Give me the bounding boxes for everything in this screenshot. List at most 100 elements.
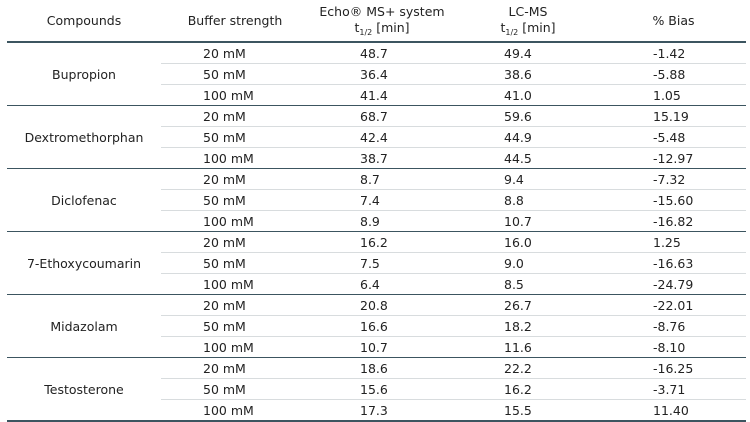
results-table: Compounds Buffer strength Echo® MS+ syst… — [7, 0, 746, 422]
lcms-half-life-cell: 9.0 — [455, 252, 601, 274]
table-row: Bupropion 20 mM 48.7 49.4 -1.42 — [7, 42, 746, 106]
buffer-strength-cell: 100 mM — [161, 147, 309, 169]
header-lcms-unit: [min] — [518, 19, 556, 35]
lcms-half-life-cell: 44.9 — [455, 126, 601, 148]
header-buffer-strength: Buffer strength — [161, 0, 309, 43]
buffer-strength-cell: 50 mM — [161, 189, 309, 211]
echo-half-life-cell: 8.9 — [309, 210, 455, 232]
buffer-strength-cell: 50 mM — [161, 315, 309, 337]
echo-half-life-cell: 8.7 — [309, 168, 455, 190]
table-row: 50 mM 7.4 8.8 -15.60 — [7, 189, 746, 211]
buffer-strength-cell: 20 mM — [161, 357, 309, 379]
echo-half-life-cell: 20.8 — [309, 294, 455, 316]
buffer-strength-cell: 20 mM — [161, 105, 309, 127]
table-row: Testosterone 20 mM 18.6 22.2 -16.25 — [7, 357, 746, 422]
echo-half-life-cell: 7.5 — [309, 252, 455, 274]
header-compounds: Compounds — [7, 0, 161, 43]
header-lcms-title: LC-MS — [508, 3, 548, 19]
bias-cell: -24.79 — [601, 273, 746, 295]
buffer-strength-cell: 20 mM — [161, 168, 309, 190]
header-lcms-subscript: 1/2 — [505, 27, 519, 37]
echo-half-life-cell: 6.4 — [309, 273, 455, 295]
header-echo-subscript: 1/2 — [359, 27, 373, 37]
compound-name: Bupropion — [7, 42, 161, 106]
table-row: Midazolam 20 mM 20.8 26.7 -22.01 — [7, 294, 746, 358]
bias-cell: -22.01 — [601, 294, 746, 316]
header-echo-t: t — [354, 19, 360, 35]
table-row: Diclofenac 20 mM 8.7 9.4 -7.32 — [7, 168, 746, 232]
buffer-strength-cell: 100 mM — [161, 273, 309, 295]
table-row: 100 mM 10.7 11.6 -8.10 — [7, 336, 746, 358]
lcms-half-life-cell: 41.0 — [455, 84, 601, 106]
compound-name: Midazolam — [7, 294, 161, 358]
lcms-half-life-cell: 16.0 — [455, 231, 601, 253]
bias-cell: -7.32 — [601, 168, 746, 190]
echo-half-life-cell: 42.4 — [309, 126, 455, 148]
table-row: 100 mM 6.4 8.5 -24.79 — [7, 273, 746, 295]
table-row: 7-Ethoxycoumarin 20 mM 16.2 16.0 1.25 — [7, 231, 746, 295]
compound-name: 7-Ethoxycoumarin — [7, 231, 161, 295]
lcms-half-life-cell: 26.7 — [455, 294, 601, 316]
table-row: 100 mM 38.7 44.5 -12.97 — [7, 147, 746, 169]
buffer-strength-cell: 50 mM — [161, 252, 309, 274]
table-row: 100 mM 41.4 41.0 1.05 — [7, 84, 746, 106]
bias-cell: -16.82 — [601, 210, 746, 232]
bias-cell: -1.42 — [601, 42, 746, 64]
echo-half-life-cell: 38.7 — [309, 147, 455, 169]
table-row: 50 mM 36.4 38.6 -5.88 — [7, 63, 746, 85]
bias-cell: -8.10 — [601, 336, 746, 358]
compound-name: Diclofenac — [7, 168, 161, 232]
table-row: 50 mM 42.4 44.9 -5.48 — [7, 126, 746, 148]
table-row: 50 mM 7.5 9.0 -16.63 — [7, 252, 746, 274]
echo-half-life-cell: 48.7 — [309, 42, 455, 64]
bias-cell: -5.88 — [601, 63, 746, 85]
compound-name: Dextromethorphan — [7, 105, 161, 169]
lcms-half-life-cell: 38.6 — [455, 63, 601, 85]
lcms-half-life-cell: 16.2 — [455, 378, 601, 400]
lcms-half-life-cell: 22.2 — [455, 357, 601, 379]
table-row: 50 mM 15.6 16.2 -3.71 — [7, 378, 746, 400]
header-row: Compounds Buffer strength Echo® MS+ syst… — [7, 0, 746, 43]
echo-half-life-cell: 41.4 — [309, 84, 455, 106]
table-row: 100 mM 8.9 10.7 -16.82 — [7, 210, 746, 232]
echo-half-life-cell: 36.4 — [309, 63, 455, 85]
bias-cell: -5.48 — [601, 126, 746, 148]
bias-cell: 11.40 — [601, 399, 746, 422]
bias-cell: -8.76 — [601, 315, 746, 337]
buffer-strength-cell: 100 mM — [161, 210, 309, 232]
bias-cell: 1.05 — [601, 84, 746, 106]
compound-name: Testosterone — [7, 357, 161, 422]
header-lcms-t: t — [500, 19, 506, 35]
table-header: Compounds Buffer strength Echo® MS+ syst… — [7, 0, 746, 43]
table-row: Dextromethorphan 20 mM 68.7 59.6 15.19 — [7, 105, 746, 169]
bias-cell: -16.25 — [601, 357, 746, 379]
echo-half-life-cell: 68.7 — [309, 105, 455, 127]
bias-cell: -16.63 — [601, 252, 746, 274]
table-body: Bupropion 20 mM 48.7 49.4 -1.42 50 mM 36.4 38.6… — [7, 42, 746, 422]
buffer-strength-cell: 100 mM — [161, 84, 309, 106]
lcms-half-life-cell: 59.6 — [455, 105, 601, 127]
echo-half-life-cell: 10.7 — [309, 336, 455, 358]
lcms-half-life-cell: 8.8 — [455, 189, 601, 211]
buffer-strength-cell: 100 mM — [161, 336, 309, 358]
header-echo-unit: [min] — [372, 19, 410, 35]
bias-cell: 1.25 — [601, 231, 746, 253]
buffer-strength-cell: 50 mM — [161, 63, 309, 85]
lcms-half-life-cell: 15.5 — [455, 399, 601, 422]
buffer-strength-cell: 20 mM — [161, 231, 309, 253]
table-row: 50 mM 16.6 18.2 -8.76 — [7, 315, 746, 337]
header-lcms: LC-MS t1/2 [min] — [455, 0, 601, 43]
lcms-half-life-cell: 49.4 — [455, 42, 601, 64]
header-bias: % Bias — [601, 0, 746, 43]
lcms-half-life-cell: 18.2 — [455, 315, 601, 337]
bias-cell: -3.71 — [601, 378, 746, 400]
header-echo-title: Echo® MS+ system — [319, 3, 445, 19]
buffer-strength-cell: 20 mM — [161, 42, 309, 64]
lcms-half-life-cell: 9.4 — [455, 168, 601, 190]
bias-cell: -15.60 — [601, 189, 746, 211]
echo-half-life-cell: 16.2 — [309, 231, 455, 253]
echo-half-life-cell: 7.4 — [309, 189, 455, 211]
echo-half-life-cell: 16.6 — [309, 315, 455, 337]
lcms-half-life-cell: 11.6 — [455, 336, 601, 358]
echo-half-life-cell: 18.6 — [309, 357, 455, 379]
